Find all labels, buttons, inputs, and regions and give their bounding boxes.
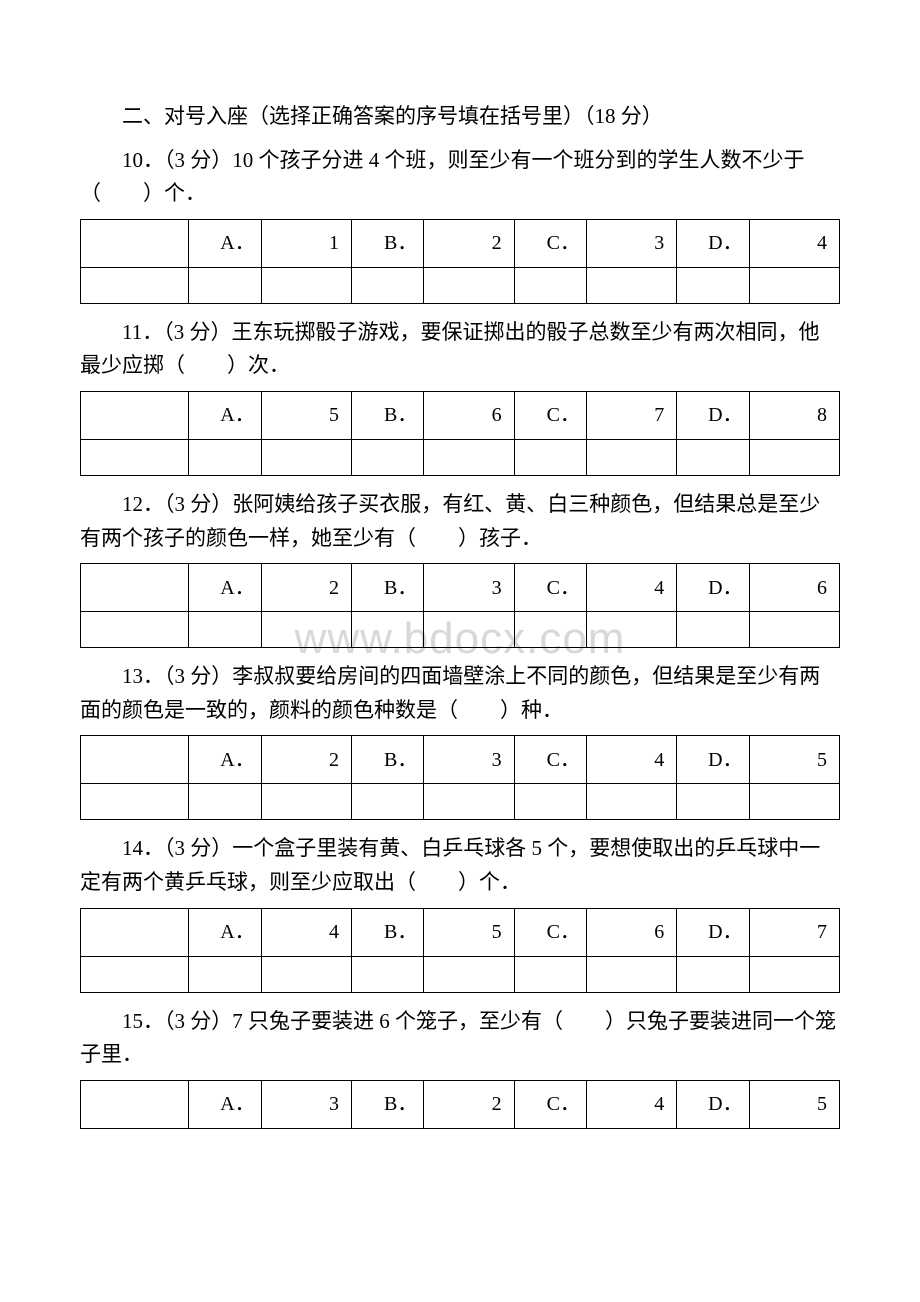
option-label-b: B． — [352, 736, 424, 784]
option-value-a: 5 — [261, 391, 351, 439]
option-value-a: 4 — [261, 908, 351, 956]
question-15: 15．（3 分）7 只兔子要装进 6 个笼子，至少有（ ）只兔子要装进同一个笼子… — [80, 1005, 840, 1072]
option-label-d: D． — [677, 564, 749, 612]
question-11: 11．（3 分）王东玩掷骰子游戏，要保证掷出的骰子总数至少有两次相同，他最少应掷… — [80, 316, 840, 383]
option-label-c: C． — [514, 736, 586, 784]
question-14: 14．（3 分）一个盒子里装有黄、白乒乓球各 5 个，要想使取出的乒乓球中一定有… — [80, 832, 840, 899]
option-label-c: C． — [514, 219, 586, 267]
option-value-b: 3 — [424, 564, 514, 612]
option-label-b: B． — [352, 219, 424, 267]
option-label-d: D． — [677, 736, 749, 784]
question-10: 10．（3 分）10 个孩子分进 4 个班，则至少有一个班分到的学生人数不少于（… — [80, 144, 840, 211]
option-value-c: 4 — [586, 1080, 676, 1128]
options-table-15: A． 3 B． 2 C． 4 D． 5 — [80, 1080, 840, 1129]
option-label-a: A． — [189, 1080, 261, 1128]
option-value-d: 5 — [749, 1080, 839, 1128]
option-value-d: 4 — [749, 219, 839, 267]
option-label-a: A． — [189, 736, 261, 784]
option-label-c: C． — [514, 908, 586, 956]
question-13: 13．（3 分）李叔叔要给房间的四面墙壁涂上不同的颜色，但结果是至少有两面的颜色… — [80, 660, 840, 727]
option-value-b: 6 — [424, 391, 514, 439]
option-label-b: B． — [352, 391, 424, 439]
options-table-14: A． 4 B． 5 C． 6 D． 7 — [80, 908, 840, 993]
option-label-d: D． — [677, 391, 749, 439]
option-value-d: 5 — [749, 736, 839, 784]
option-value-d: 7 — [749, 908, 839, 956]
question-12: 12．（3 分）张阿姨给孩子买衣服，有红、黄、白三种颜色，但结果总是至少有两个孩… — [80, 488, 840, 555]
options-table-12: A． 2 B． 3 C． 4 D． 6 — [80, 563, 840, 648]
option-label-d: D． — [677, 908, 749, 956]
option-value-a: 1 — [261, 219, 351, 267]
option-value-b: 2 — [424, 219, 514, 267]
option-label-a: A． — [189, 219, 261, 267]
option-value-d: 8 — [749, 391, 839, 439]
options-table-13: A． 2 B． 3 C． 4 D． 5 — [80, 735, 840, 820]
option-label-d: D． — [677, 1080, 749, 1128]
content: 二、对号入座（选择正确答案的序号填在括号里）（18 分） 10．（3 分）10 … — [80, 100, 840, 1129]
option-label-b: B． — [352, 564, 424, 612]
option-value-d: 6 — [749, 564, 839, 612]
option-value-c: 4 — [586, 736, 676, 784]
option-value-a: 2 — [261, 564, 351, 612]
option-label-a: A． — [189, 564, 261, 612]
option-value-a: 2 — [261, 736, 351, 784]
option-label-b: B． — [352, 908, 424, 956]
option-value-c: 4 — [586, 564, 676, 612]
option-value-c: 3 — [586, 219, 676, 267]
options-table-10: A． 1 B． 2 C． 3 D． 4 — [80, 219, 840, 304]
option-value-a: 3 — [261, 1080, 351, 1128]
option-label-d: D． — [677, 219, 749, 267]
options-table-11: A． 5 B． 6 C． 7 D． 8 — [80, 391, 840, 476]
option-value-b: 3 — [424, 736, 514, 784]
option-label-a: A． — [189, 908, 261, 956]
option-value-b: 5 — [424, 908, 514, 956]
option-label-c: C． — [514, 391, 586, 439]
option-label-c: C． — [514, 564, 586, 612]
option-value-c: 6 — [586, 908, 676, 956]
section-title: 二、对号入座（选择正确答案的序号填在括号里）（18 分） — [80, 100, 840, 134]
option-value-c: 7 — [586, 391, 676, 439]
option-value-b: 2 — [424, 1080, 514, 1128]
option-label-a: A． — [189, 391, 261, 439]
option-label-c: C． — [514, 1080, 586, 1128]
option-label-b: B． — [352, 1080, 424, 1128]
